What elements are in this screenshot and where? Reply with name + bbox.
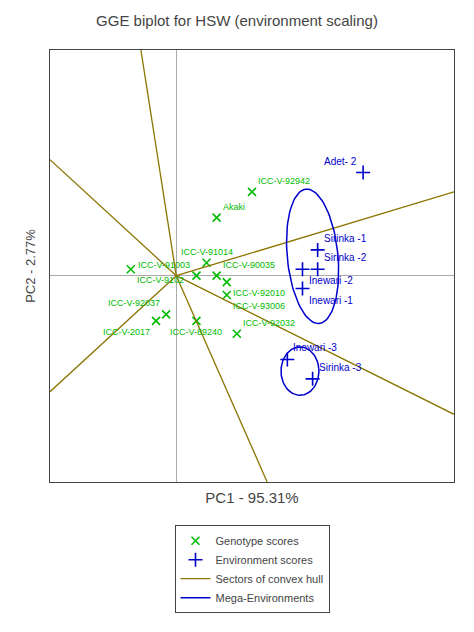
svg-text:Mega-Environments: Mega-Environments [216,592,315,604]
svg-text:ICC-V-92037: ICC-V-92037 [108,298,160,308]
svg-text:Inewari -2: Inewari -2 [309,275,353,286]
svg-text:ICC-V-89240: ICC-V-89240 [170,327,222,337]
svg-text:PC2 - 2.77%: PC2 - 2.77% [23,229,38,303]
svg-text:Sirinka -3: Sirinka -3 [319,362,362,373]
svg-text:Sectors of convex hull: Sectors of convex hull [216,573,324,585]
svg-text:Environment scores: Environment scores [216,554,314,566]
svg-text:ICC-V-2017: ICC-V-2017 [103,327,150,337]
svg-text:Sirinka -1: Sirinka -1 [324,233,367,244]
svg-text:Adet- 2: Adet- 2 [324,156,357,167]
svg-text:Genotype scores: Genotype scores [216,535,300,547]
svg-text:ICC-V-92010: ICC-V-92010 [233,288,285,298]
svg-text:ICC-V-92942: ICC-V-92942 [258,176,310,186]
svg-text:GGE biplot for HSW (environmen: GGE biplot for HSW (environment scaling) [96,12,378,29]
svg-text:Inewari -3: Inewari -3 [293,342,337,353]
svg-text:ICC-V-93006: ICC-V-93006 [233,301,285,311]
svg-text:ICC-V-91014: ICC-V-91014 [181,247,233,257]
svg-text:ICC-V-90035: ICC-V-90035 [223,260,275,270]
svg-text:Sirinka -2: Sirinka -2 [324,252,367,263]
svg-text:ICC-V-9102: ICC-V-9102 [137,275,184,285]
svg-text:ICC-V-91003: ICC-V-91003 [138,260,190,270]
svg-text:PC1 - 95.31%: PC1 - 95.31% [205,489,298,506]
svg-text:Inewari -1: Inewari -1 [309,295,353,306]
svg-text:Akaki: Akaki [223,202,245,212]
svg-text:ICC-V-92032: ICC-V-92032 [243,318,295,328]
